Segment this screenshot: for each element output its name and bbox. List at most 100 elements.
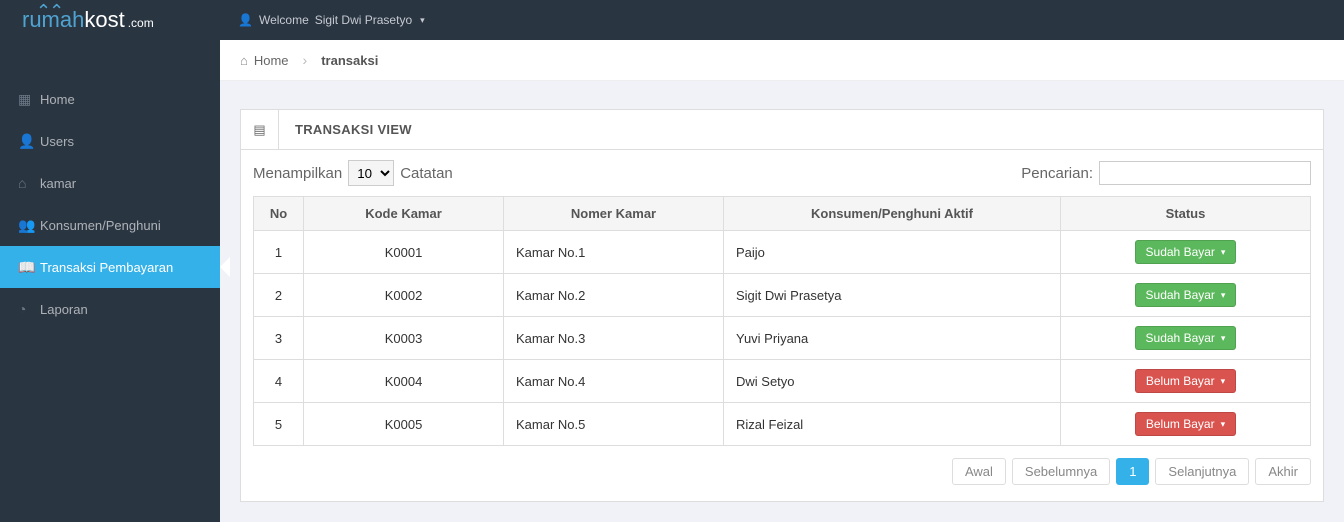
column-header[interactable]: Kode Kamar [304,197,504,231]
sidebar-item-label: Konsumen/Penghuni [40,218,161,233]
user-icon [238,13,253,27]
page-first-button[interactable]: Awal [952,458,1006,485]
search-label: Pencarian: [1021,165,1093,182]
brand-part2: kost [84,7,124,32]
sidebar-item[interactable]: kamar [0,162,220,204]
home-icon [18,175,40,191]
length-control: Menampilkan 10 Catatan [253,160,453,186]
caret-down-icon [1221,419,1226,430]
caret-down-icon [420,15,425,26]
grid-icon [18,91,40,108]
cell-nomer: Kamar No.4 [504,360,724,403]
caret-down-icon [1221,247,1226,258]
status-label: Belum Bayar [1146,374,1215,388]
welcome-username: Sigit Dwi Prasetyo [315,13,412,27]
cell-nomer: Kamar No.1 [504,231,724,274]
cell-status: Sudah Bayar [1061,231,1311,274]
cell-status: Sudah Bayar [1061,274,1311,317]
table-row: 5K0005Kamar No.5Rizal FeizalBelum Bayar [254,403,1311,446]
column-header[interactable]: Status [1061,197,1311,231]
sidebar-item[interactable]: Konsumen/Penghuni [0,204,220,246]
table-row: 4K0004Kamar No.4Dwi Setyo Belum Bayar [254,360,1311,403]
sidebar: ⌃⌃ rumahkost.com HomeUserskamarKonsumen/… [0,0,220,522]
cell-no: 3 [254,317,304,360]
search-input[interactable] [1099,161,1311,185]
status-button[interactable]: Sudah Bayar [1135,240,1237,264]
sidebar-item[interactable]: Home [0,78,220,120]
breadcrumb-current: transaksi [321,53,378,68]
cell-konsumen: Sigit Dwi Prasetya [724,274,1061,317]
status-button[interactable]: Belum Bayar [1135,369,1236,393]
transaksi-table: NoKode KamarNomer KamarKonsumen/Penghuni… [253,196,1311,446]
column-header[interactable]: Nomer Kamar [504,197,724,231]
home-icon [240,53,248,68]
length-prefix: Menampilkan [253,165,342,182]
caret-down-icon [1221,376,1226,387]
table-row: 1K0001Kamar No.1Paijo Sudah Bayar [254,231,1311,274]
brand-logo[interactable]: ⌃⌃ rumahkost.com [0,0,220,40]
cell-status: Belum Bayar [1061,360,1311,403]
transaksi-panel: TRANSAKSI VIEW Menampilkan 10 Catatan Pe… [240,109,1324,502]
cell-kode: K0004 [304,360,504,403]
page-prev-button[interactable]: Sebelumnya [1012,458,1110,485]
caret-down-icon [1221,290,1226,301]
sidebar-item-label: kamar [40,176,76,191]
sidebar-item-label: Laporan [40,302,88,317]
status-button[interactable]: Sudah Bayar [1135,283,1237,307]
content-area: TRANSAKSI VIEW Menampilkan 10 Catatan Pe… [220,81,1344,522]
panel-title: TRANSAKSI VIEW [279,122,412,137]
cell-kode: K0002 [304,274,504,317]
cell-status: Belum Bayar [1061,403,1311,446]
book-icon [18,259,40,276]
cell-kode: K0001 [304,231,504,274]
cell-no: 4 [254,360,304,403]
cell-no: 2 [254,274,304,317]
page-last-button[interactable]: Akhir [1255,458,1311,485]
cell-konsumen: Dwi Setyo [724,360,1061,403]
cell-konsumen: Paijo [724,231,1061,274]
cell-no: 5 [254,403,304,446]
sidebar-item-label: Transaksi Pembayaran [40,260,173,275]
chevron-right-icon [303,52,308,68]
status-label: Sudah Bayar [1146,331,1215,345]
users-icon [18,217,40,234]
status-button[interactable]: Sudah Bayar [1135,326,1237,350]
brand-part3: .com [128,16,154,30]
caret-down-icon [1221,333,1226,344]
welcome-prefix: Welcome [259,13,309,27]
page-number-button[interactable]: 1 [1116,458,1149,485]
table-row: 3K0003Kamar No.3Yuvi PriyanaSudah Bayar [254,317,1311,360]
status-label: Sudah Bayar [1146,245,1215,259]
user-icon [18,133,40,150]
cell-status: Sudah Bayar [1061,317,1311,360]
cell-konsumen: Yuvi Priyana [724,317,1061,360]
cell-no: 1 [254,231,304,274]
breadcrumb-home[interactable]: Home [240,53,289,68]
column-header[interactable]: Konsumen/Penghuni Aktif [724,197,1061,231]
search-control: Pencarian: [1021,161,1311,185]
breadcrumb: Home transaksi [220,40,1344,81]
sidebar-item[interactable]: Laporan [0,288,220,330]
sidebar-nav: Home Users kamar Konsumen/Penghuni Transaksi… [0,78,220,330]
dash-icon [18,301,40,317]
user-menu[interactable]: Welcome Sigit Dwi Prasetyo [238,13,425,27]
sidebar-item[interactable]: Transaksi Pembayaran [0,246,220,288]
column-header[interactable]: No [254,197,304,231]
sidebar-item-label: Home [40,92,75,107]
status-label: Belum Bayar [1146,417,1215,431]
page-next-button[interactable]: Selanjutnya [1155,458,1249,485]
cell-nomer: Kamar No.2 [504,274,724,317]
status-label: Sudah Bayar [1146,288,1215,302]
status-button[interactable]: Belum Bayar [1135,412,1236,436]
topbar: Welcome Sigit Dwi Prasetyo [220,0,1344,40]
length-suffix: Catatan [400,165,453,182]
cell-kode: K0003 [304,317,504,360]
table-row: 2K0002Kamar No.2Sigit Dwi Prasetya Sudah … [254,274,1311,317]
cell-kode: K0005 [304,403,504,446]
length-select[interactable]: 10 [348,160,394,186]
sidebar-item[interactable]: Users [0,120,220,162]
cell-nomer: Kamar No.5 [504,403,724,446]
card-icon [241,110,279,149]
sidebar-item-label: Users [40,134,74,149]
pagination: Awal Sebelumnya 1 Selanjutnya Akhir [253,458,1311,485]
